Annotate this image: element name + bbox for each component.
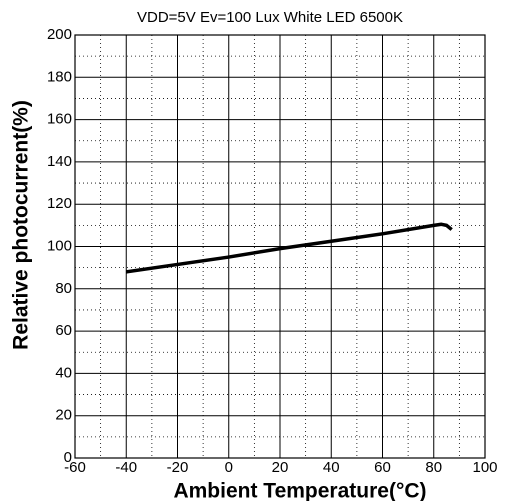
x-tick-label: 40 [323,459,340,476]
x-tick-label: -40 [115,459,137,476]
y-tick-label: 60 [55,322,72,339]
x-tick-label: 100 [472,459,497,476]
y-tick-label: 160 [47,111,72,128]
data-line [125,222,453,274]
x-axis-label: Ambient Temperature(°C) [173,480,426,501]
x-tick-label: 80 [425,459,442,476]
x-tick-label: 20 [272,459,289,476]
x-tick-label: 60 [374,459,391,476]
y-axis-label: Relative photocurrent(%) [10,100,33,350]
y-tick-label: 200 [47,26,72,43]
y-tick-label: 40 [55,364,72,381]
y-tick-label: 20 [55,407,72,424]
y-tick-label: 180 [47,68,72,85]
y-tick-label: 0 [64,449,72,466]
y-tick-label: 140 [47,153,72,170]
plot-frame [74,34,486,459]
y-tick-label: 100 [47,237,72,254]
x-tick-label: 0 [225,459,233,476]
x-tick-label: -20 [167,459,189,476]
y-tick-label: 120 [47,195,72,212]
chart-title: VDD=5V Ev=100 Lux White LED 6500K [137,9,403,26]
y-tick-label: 80 [55,280,72,297]
x-tick-label: -60 [64,459,86,476]
